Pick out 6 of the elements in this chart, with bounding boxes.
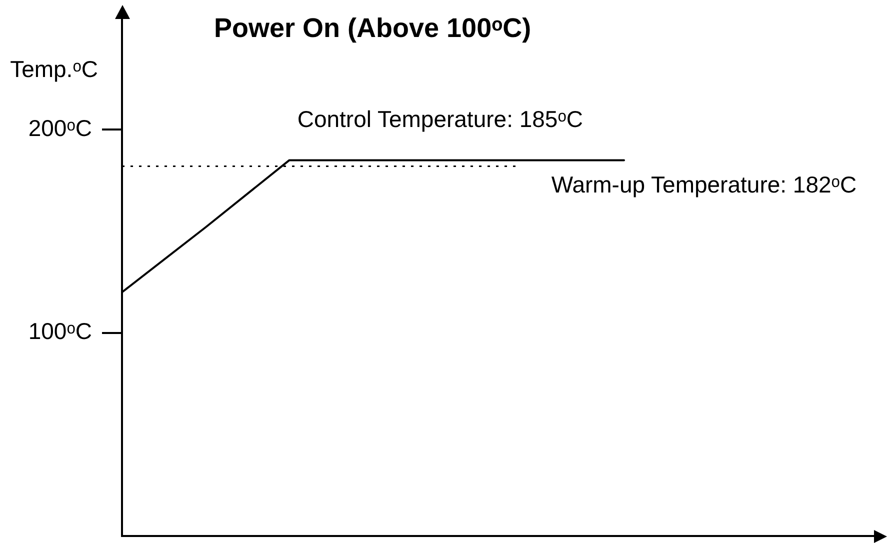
ref-line-label: Warm-up Temperature: 182ᵒC: [551, 171, 857, 198]
y-tick-label: 200ᵒC: [28, 115, 92, 142]
chart-title: Power On (Above 100ᵒC): [214, 13, 532, 43]
annotation: Control Temperature: 185ᵒC: [297, 106, 584, 132]
y-tick-label: 100ᵒC: [28, 318, 92, 344]
y-axis-title: Temp.ᵒC: [10, 56, 98, 82]
